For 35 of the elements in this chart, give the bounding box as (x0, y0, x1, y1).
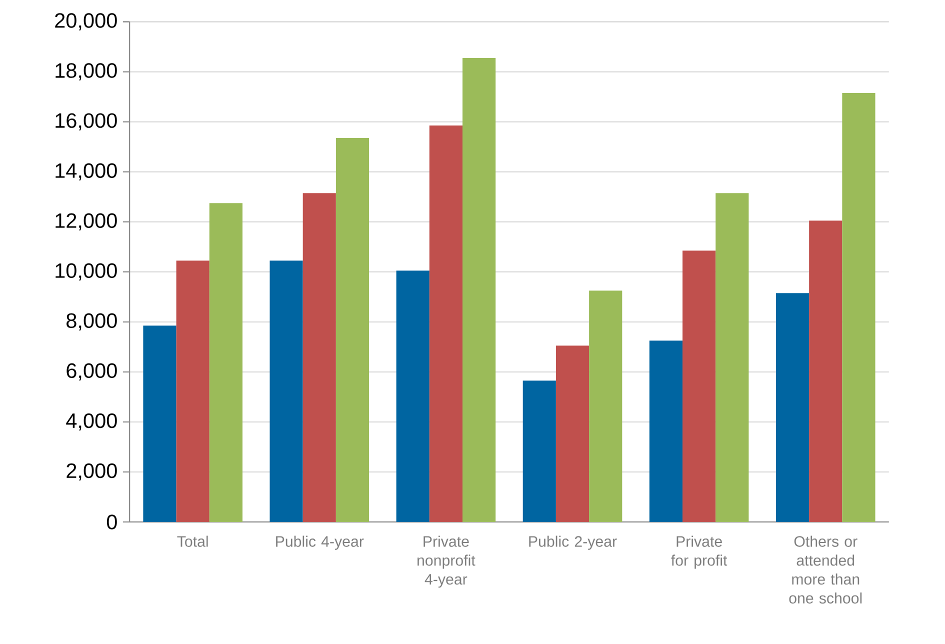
x-tick-label: Private for profit (671, 536, 728, 569)
bar (556, 346, 590, 522)
y-tick-label: 8,000 (66, 313, 117, 330)
x-tick-label: Total (177, 536, 208, 547)
bar (682, 250, 716, 522)
y-tick-label: 20,000 (55, 13, 117, 30)
bar (589, 290, 622, 522)
bar (716, 193, 749, 522)
bar (649, 340, 683, 522)
bar (842, 93, 876, 522)
y-tick-label: 2,000 (66, 463, 117, 481)
bar (522, 380, 556, 522)
bar (396, 270, 430, 522)
x-tick-label: Others or attended more than one school (789, 536, 862, 604)
y-tick-label: 10,000 (56, 263, 117, 280)
bar (429, 126, 462, 522)
bar (176, 260, 210, 522)
bar (143, 326, 176, 522)
bar (270, 260, 303, 522)
y-tick-label: 16,000 (56, 113, 117, 130)
x-tick-label: Private nonprofit 4-year (418, 536, 476, 588)
bar (776, 293, 810, 522)
y-tick-label: 14,000 (56, 163, 117, 180)
y-tick-label: 4,000 (66, 413, 117, 431)
bar (336, 138, 370, 522)
bar (809, 220, 842, 522)
bar (302, 193, 336, 522)
x-tick-label: Public 2-year (529, 536, 617, 550)
bar (209, 203, 242, 522)
bar (462, 58, 496, 522)
y-tick-label: 12,000 (56, 213, 117, 230)
x-tick-label: Public 4-year (276, 536, 364, 550)
y-tick-label: 0 (106, 514, 117, 530)
y-tick-label: 18,000 (56, 63, 117, 80)
y-tick-label: 6,000 (66, 363, 117, 381)
